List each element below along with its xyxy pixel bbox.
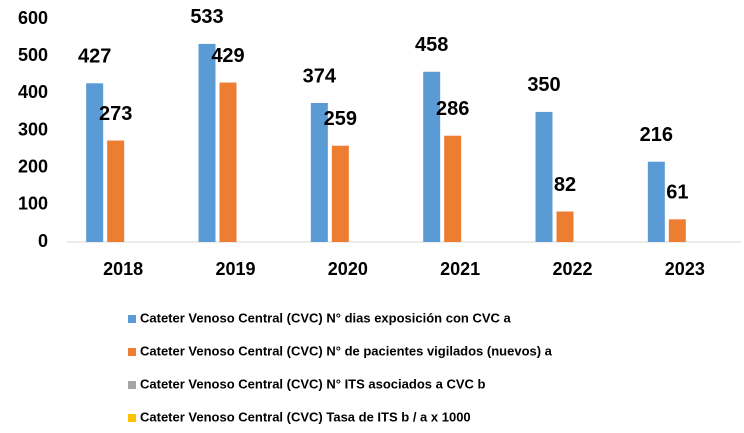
data-label: 61 [666,182,688,204]
bar [423,71,441,242]
x-tick-label: 2020 [328,259,368,279]
x-tick-label: 2023 [665,259,705,279]
y-tick-label: 0 [38,231,48,251]
bar [556,211,574,242]
bar [444,135,462,242]
legend-label: Cateter Venoso Central (CVC) N° ITS asoc… [140,376,486,391]
data-label: 273 [99,103,132,125]
legend-swatch [128,381,136,389]
legend-label: Cateter Venoso Central (CVC) Tasa de ITS… [140,409,471,424]
bar [219,82,237,243]
x-tick-label: 2018 [103,259,143,279]
y-tick-label: 300 [18,119,48,139]
data-label: 259 [324,108,357,130]
bar [86,83,104,242]
legend-swatch [128,348,136,356]
x-tick-label: 2022 [552,259,592,279]
bar [647,161,665,242]
x-tick-label: 2021 [440,259,480,279]
legend-swatch [128,414,136,422]
legend-swatch [128,315,136,323]
data-label: 350 [527,74,560,96]
data-label: 216 [640,124,673,146]
data-label: 82 [554,174,576,196]
y-tick-label: 400 [18,82,48,102]
x-tick-label: 2019 [215,259,255,279]
bar [535,111,553,243]
bar [310,102,328,242]
data-label: 374 [303,65,337,87]
y-tick-label: 200 [18,156,48,176]
bar [198,43,216,242]
y-tick-label: 100 [18,194,48,214]
data-label: 458 [415,34,448,56]
data-label: 286 [436,98,469,120]
legend-label: Cateter Venoso Central (CVC) N° dias exp… [140,310,511,325]
bar [107,140,125,242]
data-label: 533 [190,6,223,28]
y-tick-label: 500 [18,45,48,65]
bar [331,145,349,242]
legend-label: Cateter Venoso Central (CVC) N° de pacie… [140,343,553,358]
bar [668,219,686,242]
data-label: 427 [78,46,111,68]
y-tick-label: 600 [18,8,48,28]
data-label: 429 [211,45,244,67]
